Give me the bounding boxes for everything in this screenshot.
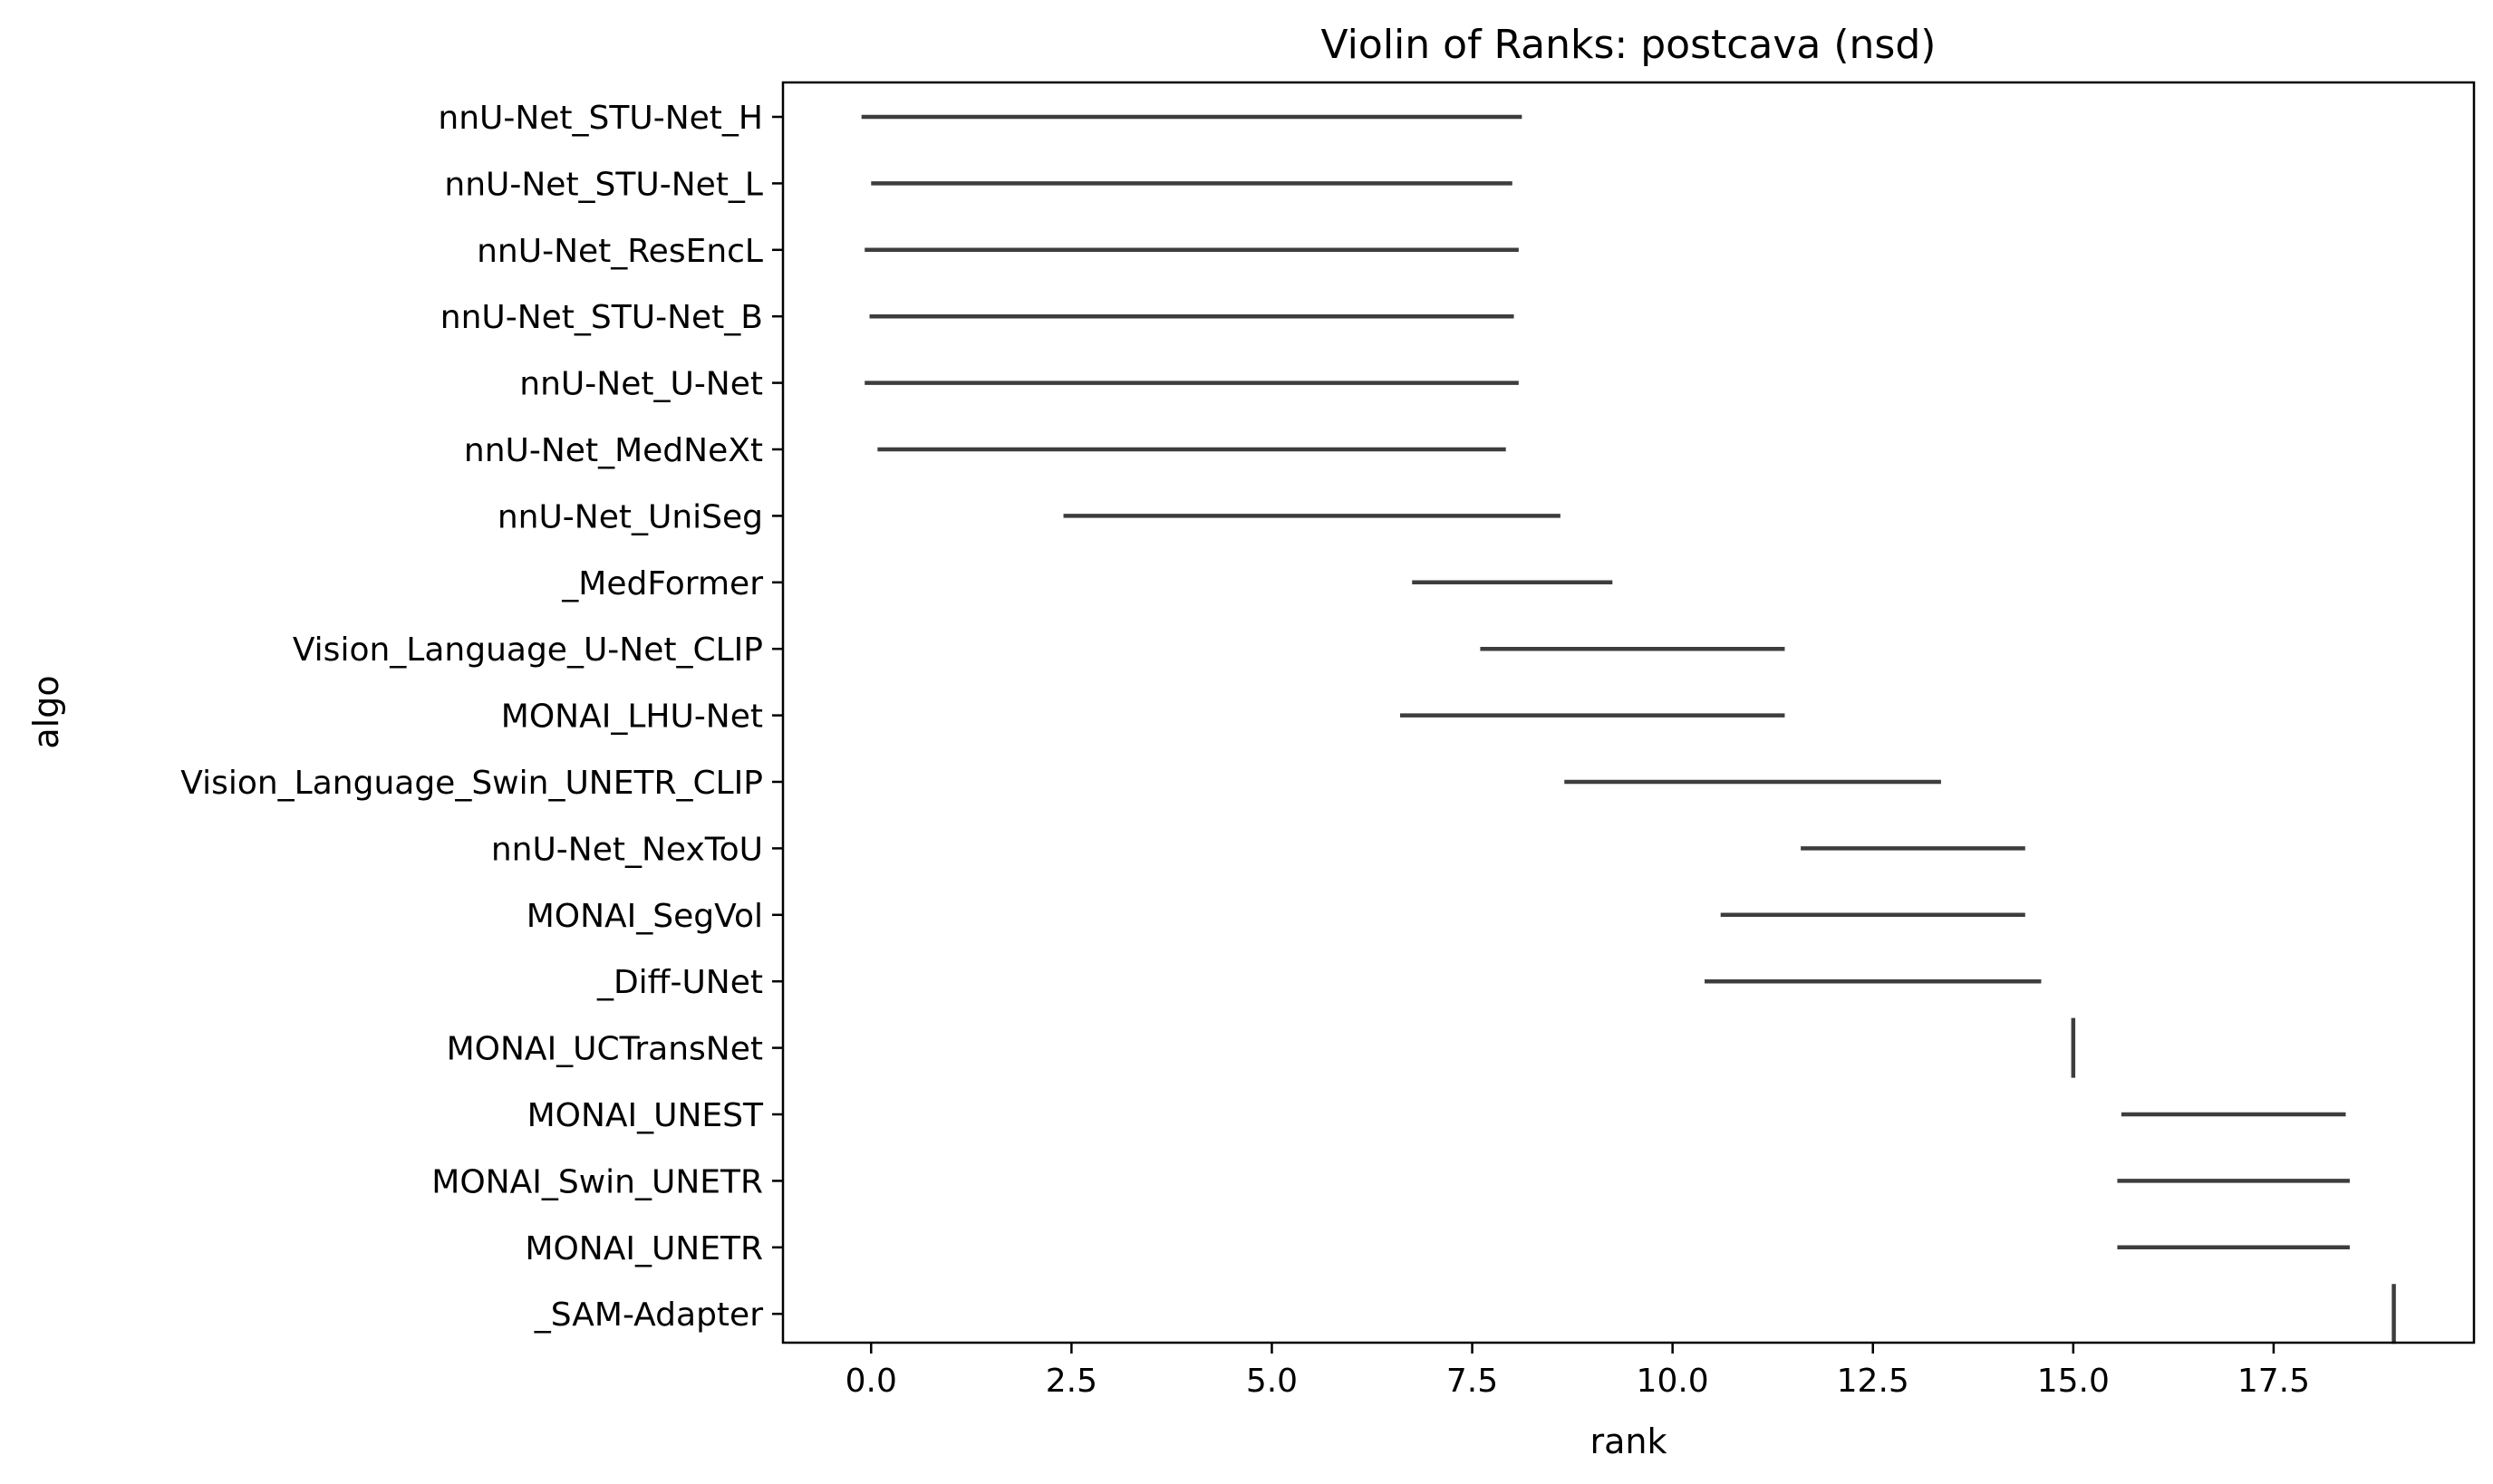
x-tick-label: 10.0 bbox=[1637, 1363, 1709, 1400]
y-axis-label: algo bbox=[26, 675, 66, 748]
y-axis-ticks: nnU-Net_STU-Net_H nnU-Net_STU-Net_L nnU-Ne… bbox=[180, 100, 783, 1334]
x-tick-label: 17.5 bbox=[2237, 1363, 2310, 1400]
y-tick-label: MONAI_UCTransNet bbox=[447, 1031, 763, 1068]
y-tick-label: nnU-Net_NexToU bbox=[491, 831, 763, 868]
x-tick-label: 5.0 bbox=[1246, 1363, 1298, 1400]
y-tick-label: nnU-Net_UniSeg bbox=[498, 498, 763, 535]
y-tick-label: MONAI_UNETR bbox=[525, 1230, 763, 1267]
y-tick-label: nnU-Net_STU-Net_H bbox=[438, 100, 763, 137]
x-axis-label: rank bbox=[1590, 1421, 1667, 1461]
y-tick-label: Vision_Language_U-Net_CLIP bbox=[293, 631, 763, 669]
x-tick-label: 15.0 bbox=[2037, 1363, 2110, 1400]
y-tick-label: MONAI_Swin_UNETR bbox=[431, 1163, 763, 1200]
x-tick-label: 7.5 bbox=[1446, 1363, 1498, 1400]
plot-frame bbox=[781, 81, 2476, 1344]
y-tick-label: nnU-Net_STU-Net_L bbox=[444, 166, 763, 203]
y-tick-label: _MedFormer bbox=[561, 565, 763, 602]
plot-marks bbox=[861, 114, 2396, 1344]
y-tick-label: _SAM-Adapter bbox=[534, 1296, 763, 1334]
y-tick-label: nnU-Net_U-Net bbox=[519, 366, 763, 403]
y-tick-label: nnU-Net_MedNeXt bbox=[464, 432, 763, 469]
x-axis-ticks: 0.0 2.5 5.0 7.5 10.0 12.5 15.0 17.5 bbox=[845, 1343, 2310, 1400]
y-tick-label: nnU-Net_ResEncL bbox=[477, 233, 763, 270]
chart-title: Violin of Ranks: postcava (nsd) bbox=[1321, 22, 1937, 68]
y-tick-label: MONAI_LHU-Net bbox=[501, 699, 763, 736]
y-tick-label: nnU-Net_STU-Net_B bbox=[440, 299, 763, 336]
y-tick-label: _Diff-UNet bbox=[596, 964, 763, 1001]
y-tick-label: MONAI_SegVol bbox=[527, 898, 763, 935]
x-tick-label: 0.0 bbox=[845, 1363, 897, 1400]
y-tick-label: Vision_Language_Swin_UNETR_CLIP bbox=[180, 765, 763, 802]
x-tick-label: 2.5 bbox=[1046, 1363, 1097, 1400]
x-tick-label: 12.5 bbox=[1837, 1363, 1909, 1400]
y-tick-label: MONAI_UNEST bbox=[527, 1097, 764, 1134]
